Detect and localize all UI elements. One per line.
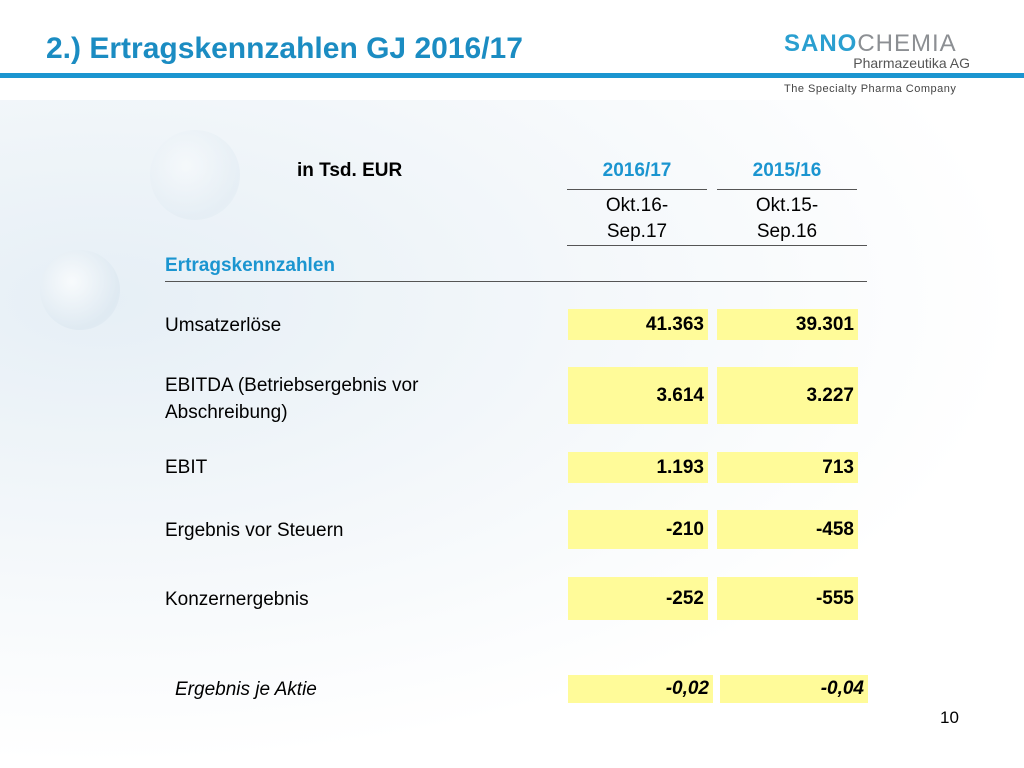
period-end: Sep.16 [756,221,818,242]
logo-sano: SANO [784,30,858,57]
divider [717,189,857,190]
value-cell: -555 [717,577,858,620]
decorative-bubble [150,130,240,220]
row-label: Konzernergebnis [165,589,309,610]
logo-tagline: The Specialty Pharma Company [784,83,957,95]
value-cell: -458 [717,510,858,549]
value-cell: 713 [717,452,858,483]
logo-chemia: CHEMIA [857,30,957,57]
period-start: Okt.16- [605,195,669,216]
row-label-line: EBITDA (Betriebsergebnis vor [165,375,419,396]
background [0,100,1024,768]
value-cell: 3.614 [568,367,708,424]
row-label: Ergebnis je Aktie [175,679,317,700]
row-label: EBITDA (Betriebsergebnis vor Abschreibung… [165,372,418,426]
logo-subtitle: Pharmazeutika AG [853,55,970,71]
slide-title: 2.) Ertragskennzahlen GJ 2016/17 [46,32,523,65]
value-cell: 41.363 [568,309,708,340]
title-rule [0,73,1024,78]
company-logo: SANOCHEMIA Pharmazeutika AG [784,30,974,71]
column-period: Okt.16- Sep.17 [567,193,707,245]
row-label: Umsatzerlöse [165,315,282,336]
decorative-bubble [40,250,120,330]
period-end: Sep.17 [606,221,668,242]
column-period: Okt.15- Sep.16 [717,193,857,245]
divider [567,189,707,190]
page-number: 10 [940,708,959,727]
value-cell: -210 [568,510,708,549]
section-heading: Ertragskennzahlen [165,255,335,276]
column-header-year: 2016/17 [602,160,672,181]
value-cell: 39.301 [717,309,858,340]
value-cell: -0,04 [720,675,868,703]
row-label-line: Abschreibung) [165,402,288,423]
column-header-year: 2015/16 [752,160,822,181]
divider [165,281,867,282]
value-cell: 1.193 [568,452,708,483]
row-label: Ergebnis vor Steuern [165,520,344,541]
value-cell: -252 [568,577,708,620]
value-cell: 3.227 [717,367,858,424]
unit-label: in Tsd. EUR [297,160,403,181]
divider [567,245,867,246]
value-cell: -0,02 [568,675,713,703]
row-label: EBIT [165,457,208,478]
period-start: Okt.15- [755,195,819,216]
